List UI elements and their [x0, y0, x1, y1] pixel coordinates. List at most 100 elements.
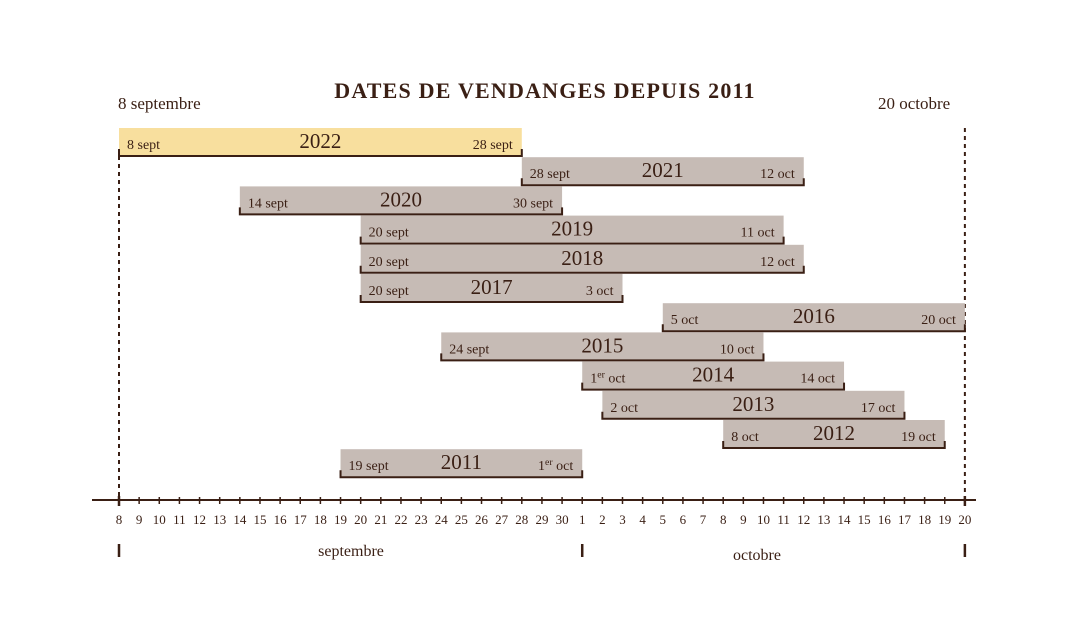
x-tick-label: 16: [878, 512, 892, 527]
bar-start-label: 14 sept: [248, 196, 288, 211]
x-tick-label: 13: [817, 512, 830, 527]
x-tick-label: 2: [599, 512, 606, 527]
bar-start-label: 20 sept: [369, 284, 409, 299]
bar-bracket: [581, 382, 846, 391]
bar-2021: 28 sept 12 oct 2021: [520, 157, 805, 187]
bar-2013: 2 oct 17 oct 2013: [601, 390, 906, 420]
x-tick-label: 18: [918, 512, 931, 527]
x-tick-label: 11: [777, 512, 790, 527]
bar-2011: 19 sept 1er oct 2011: [339, 449, 584, 479]
bar-year-label: 2016: [793, 304, 835, 328]
x-tick-label: 20: [354, 512, 367, 527]
bar-year-label: 2012: [813, 421, 855, 445]
x-tick-label: 19: [334, 512, 347, 527]
x-tick-label: 20: [958, 512, 971, 527]
x-tick-label: 30: [556, 512, 569, 527]
bar-year-label: 2021: [642, 158, 684, 182]
bar-rect: [662, 303, 965, 332]
bar-end-label: 1er oct: [538, 457, 573, 475]
x-tick-label: 8: [116, 512, 123, 527]
x-tick-label: 6: [680, 512, 687, 527]
bar-end-label: 10 oct: [720, 342, 755, 357]
bar-start-label: 5 oct: [671, 313, 699, 328]
x-tick-label: 12: [797, 512, 810, 527]
x-tick-label: 1: [579, 512, 586, 527]
bar-end-label: 30 sept: [513, 196, 553, 211]
bar-rect: [602, 390, 905, 419]
bar-rect: [360, 215, 784, 244]
x-tick-label: 5: [660, 512, 667, 527]
bar-2014: 1er oct 14 oct 2014: [581, 361, 846, 391]
bar-year-label: 2017: [471, 275, 513, 299]
month-label-september: septembre: [318, 543, 384, 560]
x-tick-label: 13: [213, 512, 226, 527]
bar-year-label: 2014: [692, 363, 735, 387]
x-tick-label: 11: [173, 512, 186, 527]
bar-end-label: 28 sept: [473, 138, 513, 153]
bar-bracket: [722, 441, 946, 449]
month-label-october: octobre: [733, 547, 781, 564]
bar-end-label: 3 oct: [586, 284, 614, 299]
x-tick-label: 29: [535, 512, 548, 527]
x-tick-label: 28: [515, 512, 528, 527]
bar-2017: 20 sept 3 oct 2017: [359, 274, 624, 303]
x-tick-label: 14: [838, 512, 852, 527]
bar-2020: 14 sept 30 sept 2020: [238, 186, 564, 216]
x-tick-label: 4: [639, 512, 646, 527]
x-tick-label: 16: [274, 512, 288, 527]
x-tick-label: 24: [435, 512, 449, 527]
bar-rect: [340, 449, 583, 478]
bar-start-label: 19 sept: [349, 459, 389, 474]
bar-end-label: 12 oct: [760, 167, 795, 182]
bar-start-label: 24 sept: [449, 342, 489, 357]
bar-year-label: 2013: [732, 392, 774, 416]
bar-bracket: [238, 207, 564, 216]
x-tick-label: 25: [455, 512, 468, 527]
bar-bracket: [601, 411, 906, 420]
bar-bracket: [520, 178, 805, 187]
range-end-label: 20 octobre: [878, 94, 951, 113]
bar-end-label: 14 oct: [800, 372, 835, 387]
x-tick-label: 15: [858, 512, 871, 527]
bar-year-label: 2018: [561, 246, 603, 270]
range-start-label: 8 septembre: [118, 94, 201, 113]
bar-year-label: 2011: [441, 450, 482, 474]
bar-bracket: [359, 265, 805, 274]
bar-start-label: 2 oct: [610, 401, 638, 416]
bar-start-label: 1er oct: [590, 369, 625, 387]
x-tick-label: 9: [136, 512, 143, 527]
bar-end-label: 11 oct: [741, 226, 775, 241]
bar-2019: 20 sept 11 oct 2019: [359, 215, 785, 245]
x-tick-label: 10: [153, 512, 166, 527]
x-tick-label: 23: [415, 512, 428, 527]
bar-start-label: 20 sept: [369, 255, 409, 270]
bar-bracket: [359, 236, 785, 245]
bar-year-label: 2019: [551, 217, 593, 241]
bar-bracket: [359, 295, 624, 303]
bar-rect: [723, 420, 945, 448]
x-tick-label: 26: [475, 512, 489, 527]
x-tick-label: 10: [757, 512, 770, 527]
x-tick-label: 19: [938, 512, 951, 527]
bar-rect: [582, 361, 845, 390]
x-tick-label: 8: [720, 512, 727, 527]
bar-2016: 5 oct 20 oct 2016: [661, 303, 966, 333]
bar-start-label: 20 sept: [369, 226, 409, 241]
x-tick-label: 22: [394, 512, 407, 527]
bar-end-label: 12 oct: [760, 255, 795, 270]
x-tick-label: 18: [314, 512, 327, 527]
chart-title: DATES DE VENDANGES DEPUIS 2011: [334, 78, 756, 103]
bar-rect: [119, 128, 522, 156]
bar-start-label: 28 sept: [530, 167, 570, 182]
x-tick-label: 15: [253, 512, 266, 527]
bar-2022: 8 sept 28 sept 2022: [118, 128, 523, 157]
x-tick-label: 7: [700, 512, 707, 527]
x-tick-label: 9: [740, 512, 747, 527]
x-tick-label: 27: [495, 512, 509, 527]
bar-rect: [441, 332, 764, 361]
bar-bracket: [661, 324, 966, 333]
bar-bracket: [339, 470, 584, 479]
bar-2012: 8 oct 19 oct 2012: [722, 420, 946, 449]
bar-year-label: 2015: [581, 333, 623, 357]
